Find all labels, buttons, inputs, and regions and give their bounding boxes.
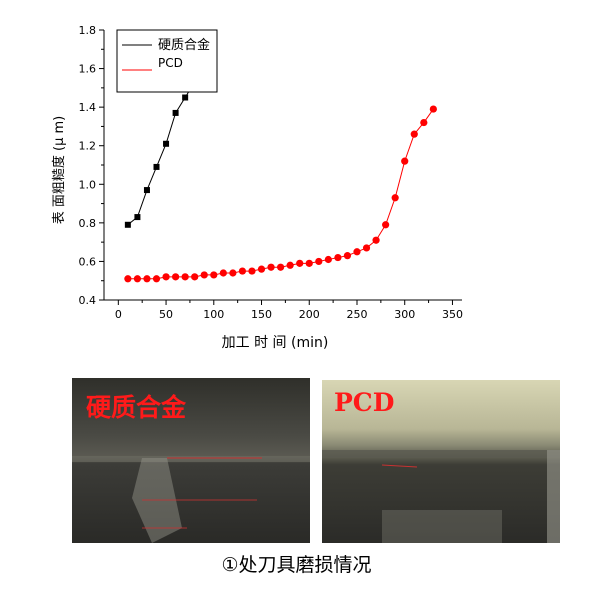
data-point-pcd — [133, 275, 142, 283]
data-point-pcd — [143, 275, 151, 283]
photo-label-carbide: 硬质合金 — [86, 393, 187, 422]
data-point-pcd — [334, 253, 342, 262]
data-point-carbide — [143, 187, 150, 194]
chart-series — [124, 79, 437, 283]
data-point-pcd — [372, 236, 380, 244]
y-tick-label: 1.6 — [79, 63, 97, 76]
x-tick-label: 150 — [251, 308, 272, 321]
data-point-pcd — [362, 244, 371, 252]
data-point-carbide — [134, 214, 141, 221]
data-point-pcd — [296, 259, 304, 267]
y-tick-label: 1.8 — [79, 24, 97, 37]
data-point-carbide — [163, 140, 170, 147]
data-point-pcd — [200, 271, 208, 279]
figure-caption: ①处刀具磨损情况 — [221, 554, 372, 576]
data-point-pcd — [267, 263, 275, 271]
y-tick-label: 1.4 — [79, 101, 97, 114]
data-point-pcd — [229, 269, 237, 277]
data-point-pcd — [391, 194, 399, 202]
y-tick-label: 0.4 — [79, 294, 97, 307]
data-point-pcd — [353, 248, 361, 256]
legend-label-pcd: PCD — [158, 56, 183, 70]
x-tick-label: 100 — [203, 308, 224, 321]
data-point-pcd — [238, 267, 247, 275]
chart-axes: 0 50 100 150 200 250 300 350 0.4 0.6 0.8 1.0 1.2 1.4 1… — [79, 24, 463, 321]
y-tick-label: 0.6 — [79, 255, 97, 268]
data-point-carbide — [153, 163, 160, 170]
series-line-1 — [127, 108, 434, 280]
data-point-pcd — [277, 263, 285, 271]
series-line-0 — [127, 81, 196, 226]
y-tick-label: 1.2 — [79, 140, 97, 153]
y-tick-label: 1.0 — [79, 178, 97, 191]
data-point-pcd — [172, 273, 180, 281]
x-axis-label: 加工 时 间 (min) — [222, 335, 329, 351]
data-point-pcd — [315, 257, 323, 266]
carbide-wear-photo: 硬质合金 — [72, 378, 310, 543]
data-point-pcd — [429, 105, 437, 113]
data-point-pcd — [181, 273, 189, 281]
x-tick-label: 50 — [159, 308, 173, 321]
data-point-pcd — [162, 273, 170, 281]
legend-label-carbide: 硬质合金 — [158, 37, 210, 53]
data-point-pcd — [124, 275, 132, 283]
data-point-pcd — [410, 130, 418, 138]
data-point-pcd — [191, 273, 199, 281]
legend-box — [116, 29, 218, 93]
data-point-pcd — [257, 265, 266, 273]
data-point-carbide — [124, 221, 131, 228]
data-point-pcd — [305, 259, 313, 267]
data-point-pcd — [324, 255, 332, 264]
data-point-pcd — [219, 269, 227, 277]
data-point-pcd — [210, 271, 218, 279]
pcd-wear-photo: PCD — [322, 380, 560, 543]
data-point-pcd — [248, 267, 256, 275]
chart-legend: 硬质合金 PCD — [116, 29, 218, 93]
x-tick-label: 250 — [346, 308, 367, 321]
x-tick-label: 350 — [442, 308, 463, 321]
photo-label-pcd: PCD — [334, 388, 395, 417]
y-axis-label: 表 面粗糙度 (μ m) — [51, 116, 67, 224]
data-point-pcd — [343, 252, 352, 260]
data-point-carbide — [182, 94, 189, 101]
carbide-wear-texture — [72, 456, 310, 543]
data-point-pcd — [401, 157, 409, 165]
data-point-carbide — [172, 109, 179, 116]
pcd-wear-texture — [322, 450, 560, 543]
data-point-pcd — [382, 221, 390, 229]
data-point-pcd — [152, 275, 161, 283]
data-point-pcd — [286, 261, 294, 269]
surface-roughness-chart: 0 50 100 150 200 250 300 350 0.4 0.6 0.8 1.0 1.2 1.4 1… — [51, 24, 463, 351]
data-point-pcd — [420, 118, 428, 127]
y-tick-label: 0.8 — [79, 217, 97, 230]
x-tick-label: 200 — [299, 308, 320, 321]
x-tick-label: 0 — [115, 308, 122, 321]
x-tick-label: 300 — [394, 308, 415, 321]
